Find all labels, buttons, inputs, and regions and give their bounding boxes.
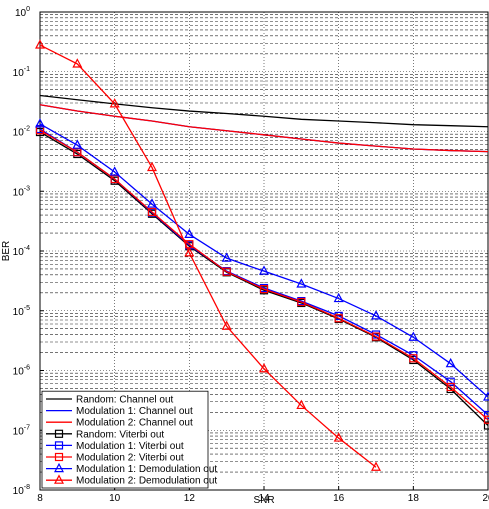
y-tick-label: 10-4	[13, 245, 30, 258]
marker-triangle	[72, 139, 83, 149]
legend-box	[41, 390, 209, 489]
marker-triangle	[259, 362, 269, 373]
y-tick-base: 10	[13, 367, 25, 378]
marker-square	[334, 314, 343, 323]
x-tick-label: 20	[482, 493, 489, 504]
legend-marker	[54, 452, 64, 462]
legend-label: Modulation 1: Channel out	[76, 406, 193, 417]
y-tick-label: 10-6	[13, 365, 30, 378]
legend-label: Modulation 2: Viterbi out	[76, 453, 184, 464]
series-line	[39, 123, 489, 398]
y-tick-base: 10	[13, 307, 25, 318]
x-tick-label: 12	[184, 493, 196, 504]
marker-triangle	[109, 98, 120, 108]
y-tick-label: 10-1	[13, 66, 30, 79]
marker-square	[297, 297, 306, 307]
series-line	[39, 129, 489, 421]
y-tick-base: 10	[13, 68, 25, 79]
marker-triangle	[483, 391, 489, 401]
y-tick-label: 10-3	[13, 185, 30, 198]
y-axis-label: BER	[1, 241, 12, 262]
plot-frame	[39, 11, 489, 491]
y-tick-exponent: -5	[24, 305, 30, 312]
marker-triangle	[184, 228, 195, 238]
y-tick-base: 10	[13, 426, 25, 437]
y-tick-exponent: -8	[24, 484, 30, 491]
y-tick-exponent: -4	[24, 245, 30, 252]
marker-triangle	[445, 357, 456, 368]
marker-triangle	[296, 399, 307, 410]
series-line	[39, 44, 377, 468]
y-tick-label: 10-2	[13, 126, 30, 139]
marker-triangle	[371, 310, 381, 320]
y-tick-base: 10	[15, 8, 27, 19]
marker-triangle	[221, 252, 232, 262]
legend-marker	[54, 441, 64, 450]
legend-label: Modulation 1: Viterbi out	[76, 441, 184, 452]
marker-triangle	[147, 161, 157, 172]
legend-marker	[54, 462, 64, 473]
legend-label: Random: Channel out	[76, 395, 174, 406]
marker-triangle	[408, 331, 419, 341]
y-tick-base: 10	[13, 486, 25, 497]
marker-triangle	[72, 58, 83, 68]
marker-square	[371, 332, 381, 341]
marker-triangle	[184, 247, 195, 257]
x-tick-label: 8	[37, 493, 43, 504]
marker-square	[259, 285, 269, 294]
marker-triangle	[296, 278, 307, 288]
legend-marker	[54, 429, 64, 438]
marker-square	[483, 421, 489, 430]
series-line	[39, 131, 489, 426]
x-tick-label: 18	[408, 493, 420, 504]
x-tick-label: 10	[109, 493, 121, 504]
legend-label: Modulation 1: Demodulation out	[76, 464, 217, 475]
marker-square	[409, 354, 418, 363]
x-tick-label: 14	[258, 493, 270, 504]
marker-square	[483, 415, 489, 424]
y-tick-label: 100	[15, 6, 30, 19]
y-tick-label: 10-5	[13, 305, 30, 318]
marker-square	[483, 410, 489, 420]
marker-triangle	[109, 166, 120, 176]
y-tick-label: 10-8	[13, 484, 30, 497]
series-line	[39, 104, 489, 153]
marker-triangle	[259, 265, 269, 275]
marker-triangle	[35, 118, 45, 128]
marker-triangle	[147, 198, 157, 208]
y-tick-base: 10	[13, 187, 25, 198]
y-tick-exponent: -2	[24, 126, 30, 133]
y-tick-base: 10	[13, 247, 25, 258]
y-tick-exponent: 0	[26, 6, 30, 13]
legend-label: Modulation 2: Demodulation out	[76, 476, 217, 487]
legend-marker	[54, 474, 64, 484]
y-tick-base: 10	[13, 128, 25, 139]
y-tick-exponent: -3	[24, 185, 30, 192]
legend-label: Random: Viterbi out	[76, 429, 164, 440]
y-tick-exponent: -6	[24, 365, 30, 372]
marker-triangle	[371, 461, 381, 471]
marker-square	[147, 207, 157, 217]
marker-square	[446, 377, 455, 386]
marker-square	[222, 267, 231, 276]
y-tick-exponent: -7	[24, 424, 30, 431]
marker-triangle	[333, 432, 344, 442]
legend-label: Modulation 2: Channel out	[76, 418, 193, 429]
marker-square	[446, 382, 455, 392]
marker-triangle	[333, 292, 344, 303]
y-tick-label: 10-7	[13, 424, 30, 437]
x-tick-label: 16	[333, 493, 345, 504]
marker-triangle	[35, 39, 45, 49]
x-axis-label: SNR	[253, 495, 274, 506]
y-tick-exponent: -1	[24, 66, 30, 73]
marker-triangle	[221, 320, 232, 330]
